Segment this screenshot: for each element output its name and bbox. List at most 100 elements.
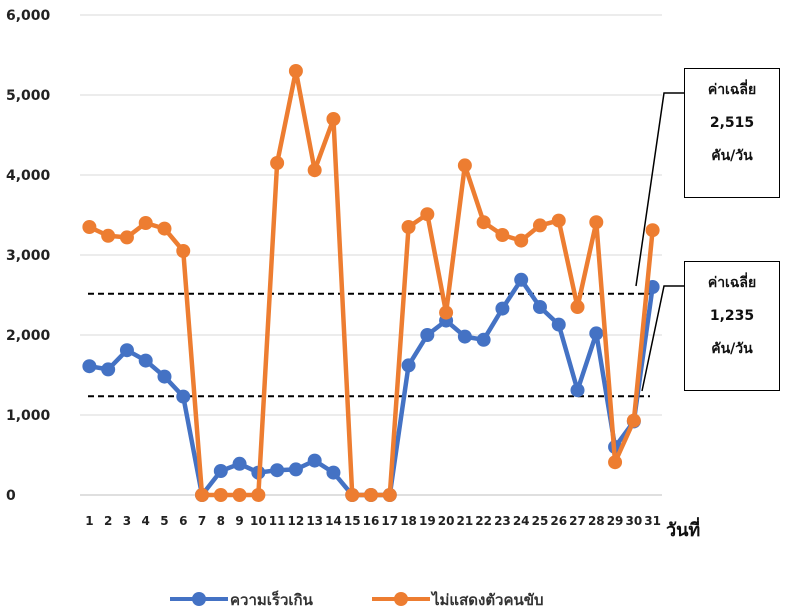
x-tick-label: 31 bbox=[644, 514, 661, 528]
data-point bbox=[645, 223, 660, 238]
y-tick-label: 1,000 bbox=[6, 408, 51, 424]
data-point bbox=[307, 453, 322, 468]
data-point bbox=[476, 215, 491, 230]
data-point bbox=[345, 488, 360, 502]
x-tick-label: 9 bbox=[235, 514, 243, 528]
data-point bbox=[82, 359, 97, 374]
x-tick-label: 21 bbox=[457, 514, 474, 528]
data-point bbox=[157, 221, 172, 236]
data-point bbox=[326, 112, 341, 126]
x-tick-label: 7 bbox=[198, 514, 206, 528]
legend: ความเร็วเกิน ไม่แสดงตัวคนขับ bbox=[0, 586, 786, 610]
x-tick-label: 23 bbox=[494, 514, 511, 528]
x-tick-label: 10 bbox=[250, 514, 267, 528]
data-point bbox=[420, 207, 435, 222]
legend-swatch bbox=[170, 592, 228, 606]
data-point bbox=[138, 353, 153, 368]
x-tick-label: 4 bbox=[142, 514, 150, 528]
callout-leader-line bbox=[635, 92, 684, 287]
x-tick-label: 25 bbox=[532, 514, 549, 528]
callout-line: คัน/วัน bbox=[711, 148, 753, 164]
data-point bbox=[213, 464, 228, 478]
legend-label: ไม่แสดงตัวคนขับ bbox=[432, 591, 544, 609]
callout-line: ค่าเฉลี่ย bbox=[707, 275, 757, 291]
data-point bbox=[495, 228, 510, 242]
data-point bbox=[364, 488, 378, 502]
x-axis-title: วันที่ bbox=[666, 517, 700, 541]
callout-line: คัน/วัน bbox=[711, 341, 753, 357]
data-point bbox=[532, 218, 547, 233]
data-point bbox=[439, 305, 454, 320]
legend-marker bbox=[394, 592, 408, 606]
x-tick-label: 29 bbox=[607, 514, 624, 528]
data-point bbox=[476, 332, 491, 347]
data-point bbox=[176, 389, 191, 404]
x-tick-label: 20 bbox=[438, 514, 455, 528]
data-point bbox=[157, 369, 172, 384]
x-tick-label: 16 bbox=[363, 514, 380, 528]
data-point bbox=[119, 343, 134, 358]
x-tick-label: 30 bbox=[625, 514, 642, 528]
x-tick-label: 3 bbox=[123, 514, 131, 528]
data-point bbox=[101, 228, 116, 243]
x-tick-label: 18 bbox=[400, 514, 417, 528]
data-point bbox=[251, 488, 266, 502]
data-point bbox=[288, 64, 303, 78]
data-point bbox=[626, 413, 641, 428]
data-point bbox=[457, 329, 472, 344]
data-point bbox=[401, 220, 416, 234]
data-point bbox=[101, 362, 116, 377]
callout-line: 2,515 bbox=[709, 115, 755, 131]
x-tick-label: 19 bbox=[419, 514, 436, 528]
data-point bbox=[401, 358, 416, 373]
x-tick-label: 8 bbox=[217, 514, 225, 528]
data-point bbox=[570, 383, 585, 398]
x-tick-label: 13 bbox=[306, 514, 323, 528]
x-tick-label: 11 bbox=[269, 514, 286, 528]
callout-line: 1,235 bbox=[709, 308, 755, 324]
x-tick-label: 26 bbox=[550, 514, 567, 528]
series-line-1 bbox=[89, 277, 655, 498]
legend-swatch bbox=[372, 592, 430, 606]
data-point bbox=[514, 233, 529, 248]
data-point bbox=[326, 465, 341, 480]
data-point bbox=[232, 456, 247, 471]
series-line-2 bbox=[88, 68, 655, 498]
data-point bbox=[82, 220, 97, 234]
average-callout-1235: ค่าเฉลี่ย 1,235 คัน/วัน bbox=[684, 261, 780, 391]
data-point bbox=[288, 462, 303, 477]
y-tick-label: 5,000 bbox=[6, 88, 51, 104]
data-point bbox=[382, 488, 397, 502]
data-point bbox=[570, 300, 585, 314]
x-tick-label: 6 bbox=[179, 514, 187, 528]
x-tick-label: 27 bbox=[569, 514, 586, 528]
data-point bbox=[270, 156, 285, 170]
data-point bbox=[232, 488, 247, 502]
x-tick-label: 2 bbox=[104, 514, 112, 528]
data-point bbox=[608, 455, 623, 470]
callout-leader-line bbox=[641, 285, 684, 392]
data-point bbox=[551, 317, 566, 332]
data-point bbox=[589, 215, 604, 230]
legend-label: ความเร็วเกิน bbox=[230, 591, 313, 609]
data-point bbox=[138, 216, 153, 230]
data-point bbox=[551, 213, 566, 228]
y-tick-label: 2,000 bbox=[6, 328, 51, 344]
x-tick-label: 28 bbox=[588, 514, 605, 528]
data-point bbox=[514, 272, 529, 287]
y-tick-label: 6,000 bbox=[6, 8, 51, 24]
data-point bbox=[176, 244, 191, 258]
data-point bbox=[270, 463, 285, 478]
x-tick-label: 24 bbox=[513, 514, 530, 528]
data-point bbox=[119, 230, 134, 245]
callout-line: ค่าเฉลี่ย bbox=[707, 82, 757, 98]
data-point bbox=[420, 328, 435, 342]
x-tick-label: 17 bbox=[381, 514, 398, 528]
data-point bbox=[213, 488, 228, 502]
legend-marker bbox=[192, 592, 206, 606]
data-point bbox=[457, 158, 472, 173]
x-tick-label: 15 bbox=[344, 514, 361, 528]
data-point bbox=[307, 163, 322, 178]
y-tick-label: 0 bbox=[6, 488, 16, 504]
